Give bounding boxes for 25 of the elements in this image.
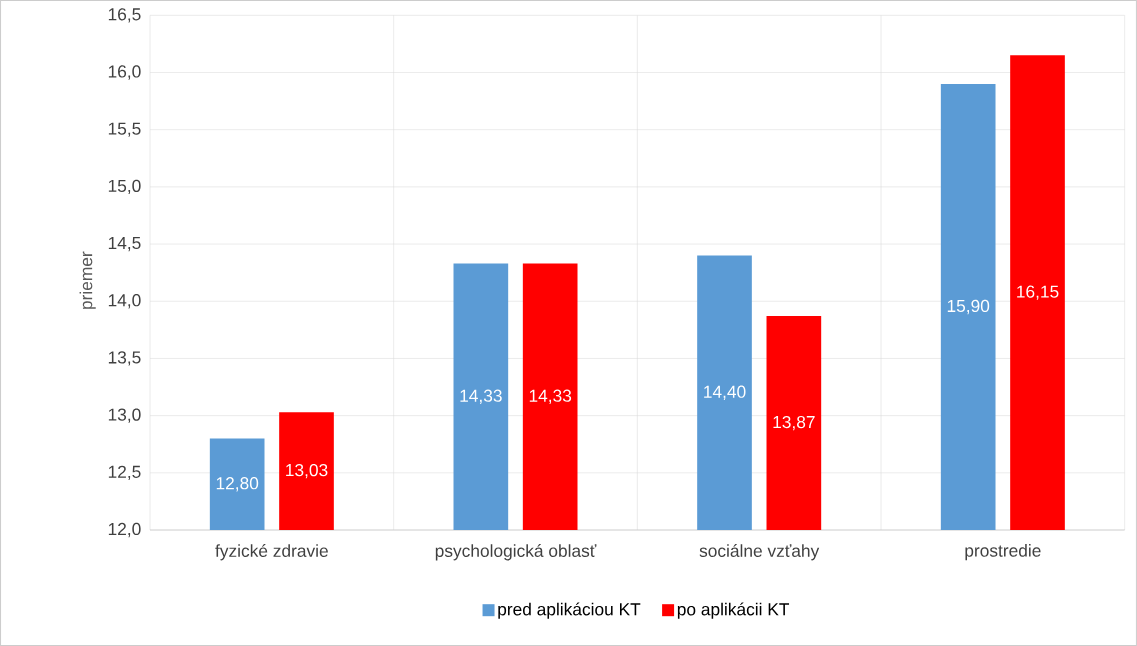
y-tick-label: 13,0	[108, 408, 141, 423]
data-label: 14,40	[704, 385, 746, 400]
y-tick-label: 14,0	[108, 294, 141, 309]
x-tick-label: fyzické zdravie	[215, 544, 328, 561]
x-tick-label: prostredie	[965, 544, 1041, 561]
y-tick-label: 15,5	[108, 122, 141, 137]
y-tick-label: 12,5	[108, 465, 141, 480]
legend-label: pred aplikáciou KT	[498, 602, 641, 619]
data-label: 14,33	[460, 389, 502, 404]
data-label: 14,33	[529, 389, 572, 404]
y-tick-label: 15,0	[108, 179, 141, 195]
data-label: 13,87	[773, 415, 815, 431]
y-tick-label: 12,0	[108, 522, 141, 538]
y-tick-label: 13,5	[108, 351, 141, 366]
y-axis-title: priemer	[79, 251, 96, 309]
y-tick-label: 16,0	[108, 65, 141, 80]
x-tick-label: psychologická oblasť	[435, 544, 597, 561]
legend-label: po aplikácii KT	[677, 602, 790, 619]
y-tick-label: 14,5	[108, 237, 141, 252]
y-tick-label: 16,5	[108, 8, 141, 23]
data-label: 15,90	[947, 299, 990, 315]
data-label: 12,80	[216, 477, 259, 492]
x-tick-label: sociálne vzťahy	[699, 544, 820, 561]
data-label: 13,03	[286, 463, 328, 479]
data-label: 16,15	[1017, 285, 1059, 300]
